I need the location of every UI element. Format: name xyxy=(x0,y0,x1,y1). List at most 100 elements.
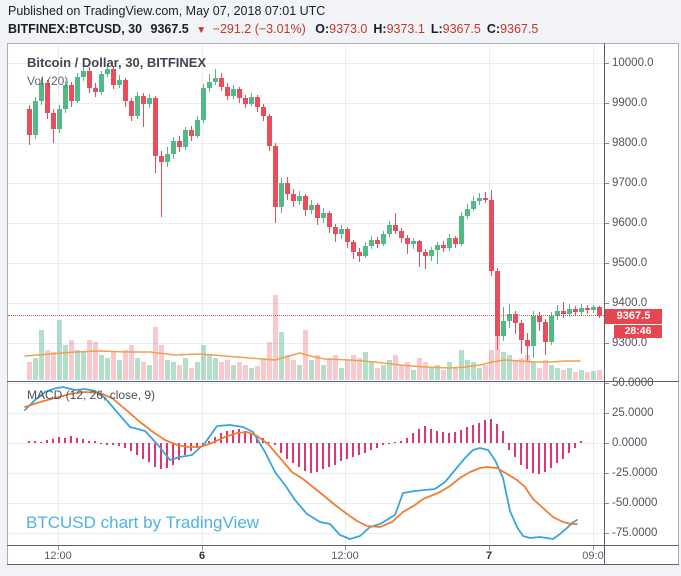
candle[interactable] xyxy=(111,69,116,85)
macd-histogram-bar[interactable] xyxy=(454,432,456,443)
volume-bar[interactable] xyxy=(81,352,86,380)
candle[interactable] xyxy=(135,95,140,116)
candle[interactable] xyxy=(57,109,62,129)
volume-bar[interactable] xyxy=(357,358,362,380)
pane-separator[interactable] xyxy=(7,381,679,382)
candle[interactable] xyxy=(207,82,212,88)
candle[interactable] xyxy=(87,71,92,88)
candle[interactable] xyxy=(531,315,536,347)
macd-histogram-bar[interactable] xyxy=(442,432,444,443)
macd-histogram-bar[interactable] xyxy=(292,443,294,464)
macd-histogram-bar[interactable] xyxy=(208,440,210,443)
candle[interactable] xyxy=(483,198,488,200)
volume-bar[interactable] xyxy=(297,365,302,380)
price-axis-label[interactable]: 9300.0 xyxy=(612,337,648,349)
candle[interactable] xyxy=(303,195,308,211)
candle[interactable] xyxy=(543,322,548,343)
macd-histogram-bar[interactable] xyxy=(124,443,126,448)
macd-histogram-bar[interactable] xyxy=(472,425,474,443)
macd-histogram-bar[interactable] xyxy=(190,443,192,452)
price-axis-label[interactable]: 9700.0 xyxy=(612,177,648,189)
macd-histogram-bar[interactable] xyxy=(160,443,162,470)
volume-bar[interactable] xyxy=(255,366,260,380)
candle[interactable] xyxy=(471,201,476,209)
volume-bar[interactable] xyxy=(105,358,110,380)
volume-bar[interactable] xyxy=(327,358,332,380)
volume-bar[interactable] xyxy=(147,365,152,380)
volume-bar[interactable] xyxy=(579,370,584,380)
candle[interactable] xyxy=(123,79,128,101)
candle[interactable] xyxy=(459,215,464,244)
candle[interactable] xyxy=(189,130,194,136)
candle[interactable] xyxy=(549,315,554,343)
candle[interactable] xyxy=(429,250,434,256)
volume-bar[interactable] xyxy=(573,372,578,380)
macd-histogram-bar[interactable] xyxy=(448,433,450,443)
macd-histogram-bar[interactable] xyxy=(358,443,360,455)
macd-histogram-bar[interactable] xyxy=(34,440,36,443)
volume-bar[interactable] xyxy=(411,370,416,380)
volume-bar[interactable] xyxy=(585,372,590,380)
volume-bar[interactable] xyxy=(291,360,296,380)
macd-histogram-bar[interactable] xyxy=(490,419,492,443)
macd-histogram-bar[interactable] xyxy=(568,443,570,453)
candle[interactable] xyxy=(27,109,32,135)
candle[interactable] xyxy=(363,246,368,256)
volume-bar[interactable] xyxy=(177,365,182,380)
macd-histogram-bar[interactable] xyxy=(556,443,558,464)
candle[interactable] xyxy=(279,183,284,207)
volume-bar[interactable] xyxy=(165,360,170,380)
macd-axis-label[interactable]: -75.0000 xyxy=(612,527,658,539)
candle[interactable] xyxy=(381,234,386,244)
macd-histogram-bar[interactable] xyxy=(82,439,84,443)
volume-bar[interactable] xyxy=(387,360,392,380)
candle[interactable] xyxy=(519,323,524,340)
volume-bar[interactable] xyxy=(129,345,134,380)
macd-histogram-bar[interactable] xyxy=(580,441,582,443)
candle[interactable] xyxy=(33,101,38,135)
volume-bar[interactable] xyxy=(39,330,44,380)
volume-bar[interactable] xyxy=(429,368,434,380)
candle[interactable] xyxy=(573,309,578,312)
candle[interactable] xyxy=(195,119,200,136)
candle[interactable] xyxy=(141,95,146,104)
macd-histogram-bar[interactable] xyxy=(496,423,498,443)
volume-bar[interactable] xyxy=(489,350,494,380)
macd-histogram-bar[interactable] xyxy=(526,443,528,470)
macd-histogram-bar[interactable] xyxy=(370,443,372,451)
candle[interactable] xyxy=(417,241,422,252)
macd-histogram-bar[interactable] xyxy=(70,436,72,443)
candle[interactable] xyxy=(267,115,272,147)
volume-bar[interactable] xyxy=(345,360,350,380)
volume-bar[interactable] xyxy=(45,350,50,380)
last-price-badge[interactable]: 9367.5 xyxy=(605,309,662,324)
macd-histogram-bar[interactable] xyxy=(64,438,66,443)
volume-bar[interactable] xyxy=(543,360,548,380)
macd-histogram-bar[interactable] xyxy=(94,441,96,443)
macd-histogram-bar[interactable] xyxy=(334,443,336,465)
volume-bar[interactable] xyxy=(417,358,422,380)
candle[interactable] xyxy=(597,307,602,316)
macd-histogram-bar[interactable] xyxy=(76,437,78,443)
candle[interactable] xyxy=(447,238,452,248)
macd-histogram-bar[interactable] xyxy=(118,443,120,446)
candle[interactable] xyxy=(273,146,278,207)
macd-histogram-bar[interactable] xyxy=(310,443,312,473)
volume-bar[interactable] xyxy=(507,355,512,380)
candle[interactable] xyxy=(285,183,290,195)
macd-histogram-bar[interactable] xyxy=(352,443,354,458)
macd-histogram-bar[interactable] xyxy=(238,429,240,443)
candle[interactable] xyxy=(423,251,428,256)
volume-bar[interactable] xyxy=(267,342,272,380)
volume-bar[interactable] xyxy=(93,342,98,380)
macd-histogram-bar[interactable] xyxy=(340,443,342,461)
volume-bar[interactable] xyxy=(591,371,596,380)
price-axis-label[interactable]: 10000.0 xyxy=(612,57,654,69)
candle[interactable] xyxy=(117,79,122,85)
candle[interactable] xyxy=(213,78,218,83)
candle[interactable] xyxy=(357,251,362,256)
candle[interactable] xyxy=(153,98,158,156)
macd-histogram-bar[interactable] xyxy=(106,443,108,446)
volume-bar[interactable] xyxy=(483,365,488,380)
candle[interactable] xyxy=(453,238,458,244)
